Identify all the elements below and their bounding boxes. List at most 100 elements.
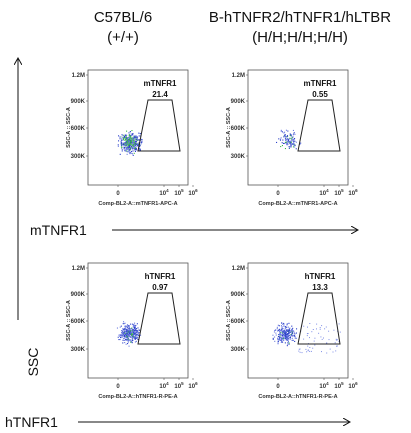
- event-dot: [133, 143, 135, 145]
- event-dot: [125, 150, 127, 152]
- event-dot: [132, 147, 134, 149]
- event-dot: [137, 145, 139, 147]
- event-dot: [277, 330, 279, 332]
- event-dot: [130, 340, 132, 342]
- event-dot: [272, 334, 274, 336]
- event-dot: [288, 146, 290, 148]
- event-dot: [132, 335, 134, 337]
- event-dot: [128, 327, 130, 329]
- gate-percent: 13.3: [312, 283, 328, 292]
- x-tick-exp: 4: [166, 188, 169, 193]
- event-dot: [117, 145, 119, 147]
- event-dot: [285, 141, 287, 143]
- event-dot: [128, 142, 130, 144]
- event-dot: [129, 328, 131, 330]
- event-dot: [128, 140, 130, 142]
- event-dot: [122, 137, 124, 139]
- event-dot: [122, 137, 124, 139]
- event-dot: [286, 338, 288, 340]
- x-tick-label: 105: [174, 188, 184, 197]
- event-dot: [133, 144, 135, 146]
- event-dot: [130, 141, 132, 143]
- event-dot: [126, 151, 128, 153]
- event-dot: [134, 147, 136, 149]
- event-dot: [128, 330, 130, 332]
- event-dot: [285, 339, 287, 341]
- event-dot: [130, 135, 132, 137]
- event-dot: [127, 328, 129, 330]
- event-dot: [123, 147, 125, 149]
- event-dot: [129, 140, 131, 142]
- event-dot: [123, 337, 125, 339]
- event-dot: [283, 322, 285, 324]
- event-dot: [287, 336, 289, 338]
- event-dot: [291, 331, 293, 333]
- event-dot: [285, 327, 287, 329]
- event-dot: [140, 334, 142, 336]
- event-dot: [286, 140, 288, 142]
- event-dot: [294, 335, 296, 337]
- event-dot: [287, 338, 289, 340]
- event-dot: [289, 336, 291, 338]
- event-dot: [131, 147, 133, 149]
- event-dot: [293, 133, 295, 135]
- event-dot: [129, 139, 131, 141]
- event-dot: [127, 338, 129, 340]
- event-dot: [134, 322, 136, 324]
- event-dot: [131, 141, 133, 143]
- event-dot: [133, 141, 135, 143]
- event-dot: [130, 148, 132, 150]
- event-dot: [133, 139, 135, 141]
- event-dot: [279, 334, 281, 336]
- event-dot: [136, 331, 138, 333]
- event-dot: [129, 331, 131, 333]
- event-dot: [133, 135, 135, 137]
- event-dot: [288, 330, 290, 332]
- event-dot: [274, 329, 276, 331]
- event-dot: [324, 328, 326, 330]
- event-dot: [278, 338, 280, 340]
- event-dot: [127, 146, 129, 148]
- event-dot: [279, 339, 281, 341]
- event-dot: [135, 142, 137, 144]
- row-marker: mTNFR1: [30, 222, 87, 238]
- event-dot: [332, 351, 334, 353]
- event-dot: [119, 339, 121, 341]
- event-dot: [310, 350, 312, 352]
- event-dot: [123, 144, 125, 146]
- event-dot: [274, 340, 276, 342]
- event-dot: [135, 330, 137, 332]
- event-dot: [132, 148, 134, 150]
- event-dot: [136, 136, 138, 138]
- y-tick-label: 1.2M: [232, 266, 245, 272]
- gate: [297, 99, 341, 152]
- event-dot: [126, 334, 128, 336]
- event-dot: [277, 338, 279, 340]
- event-dot: [126, 338, 128, 340]
- event-dot: [140, 139, 142, 141]
- x-tick-base: 10: [174, 191, 181, 197]
- event-dot: [307, 326, 308, 328]
- event-dot: [295, 141, 297, 143]
- event-dot: [287, 330, 289, 332]
- event-dot: [134, 335, 136, 337]
- event-dot: [133, 334, 135, 336]
- event-dot: [137, 139, 139, 141]
- event-dot: [284, 331, 286, 333]
- event-dot: [131, 334, 133, 336]
- event-dot: [121, 143, 123, 145]
- event-dot: [119, 138, 121, 140]
- event-dot: [130, 143, 132, 145]
- event-dot: [283, 335, 285, 337]
- event-dot: [120, 334, 122, 336]
- event-dot: [282, 336, 284, 338]
- event-dot: [130, 331, 132, 333]
- event-dot: [321, 338, 323, 340]
- event-dot: [128, 146, 130, 148]
- event-dot: [135, 147, 137, 149]
- x-tick-exp: 6: [355, 188, 358, 193]
- event-dot: [124, 335, 126, 337]
- event-dot: [131, 140, 133, 142]
- event-dot: [131, 153, 133, 155]
- event-dot: [288, 331, 290, 333]
